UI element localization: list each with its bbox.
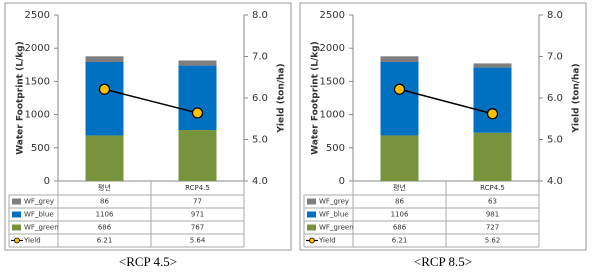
category-label: 평년 bbox=[98, 183, 111, 192]
bar-segment bbox=[178, 130, 217, 181]
table-value: 1106 bbox=[96, 211, 114, 219]
yield-marker bbox=[191, 107, 204, 119]
y-tick-label: 0 bbox=[44, 176, 50, 187]
legend-label: WF_blue bbox=[319, 211, 349, 219]
yield-line bbox=[104, 88, 198, 114]
table-value: 727 bbox=[486, 224, 499, 232]
y-tick-label: 1500 bbox=[320, 76, 345, 87]
chart-frame bbox=[4, 2, 292, 251]
y-tick-label: 2500 bbox=[25, 10, 50, 21]
y2-tick-label: 5.0 bbox=[252, 135, 268, 146]
y2-axis-label: Yield (ton/ha) bbox=[277, 63, 287, 133]
caption: <RCP 8.5> bbox=[414, 254, 472, 269]
table-value: 1106 bbox=[391, 211, 409, 219]
legend-marker bbox=[309, 237, 315, 244]
table-value: 77 bbox=[193, 198, 202, 206]
legend-marker bbox=[14, 237, 20, 244]
table-value: 5.64 bbox=[190, 237, 206, 245]
y-tick-label: 1500 bbox=[25, 76, 50, 87]
caption: <RCP 4.5> bbox=[119, 254, 177, 269]
legend-label: WF_grey bbox=[24, 198, 54, 206]
legend-swatch bbox=[12, 211, 21, 218]
category-label: 평년 bbox=[393, 183, 406, 192]
yield-marker bbox=[98, 83, 111, 95]
category-label: RCP4.5 bbox=[480, 184, 505, 192]
legend-swatch bbox=[12, 224, 21, 231]
table-value: 5.62 bbox=[485, 237, 501, 245]
y-tick-label: 2000 bbox=[25, 43, 50, 54]
table-value: 6.21 bbox=[97, 237, 113, 245]
table-value: 86 bbox=[395, 198, 404, 206]
yield-line bbox=[399, 88, 493, 115]
y2-tick-label: 8.0 bbox=[547, 10, 563, 21]
category-label: RCP4.5 bbox=[185, 184, 210, 192]
y-axis-label: Water Footprint (L/kg) bbox=[311, 41, 321, 155]
bar-segment bbox=[380, 135, 419, 181]
table-value: 981 bbox=[486, 211, 499, 219]
table-value: 971 bbox=[191, 211, 204, 219]
bar-segment bbox=[85, 56, 124, 63]
y-tick-label: 500 bbox=[326, 143, 345, 154]
bar-segment bbox=[380, 56, 419, 63]
bar-segment bbox=[178, 65, 217, 131]
y-tick-label: 1000 bbox=[320, 110, 345, 121]
table-value: 86 bbox=[100, 198, 109, 206]
legend-swatch bbox=[307, 224, 316, 231]
bar-segment bbox=[473, 63, 512, 68]
y-tick-label: 500 bbox=[31, 143, 50, 154]
legend-label: WF_grey bbox=[319, 198, 349, 206]
legend-swatch bbox=[12, 198, 21, 205]
y-tick-label: 1000 bbox=[25, 110, 50, 121]
table-value: 767 bbox=[191, 224, 204, 232]
bar-segment bbox=[178, 60, 217, 66]
y2-tick-label: 7.0 bbox=[252, 52, 268, 63]
table-value: 6.21 bbox=[392, 237, 408, 245]
legend-label: WF_green bbox=[24, 224, 59, 232]
legend-swatch bbox=[307, 198, 316, 205]
legend-label: Yield bbox=[318, 237, 336, 245]
y-tick-label: 0 bbox=[339, 176, 345, 187]
y2-tick-label: 4.0 bbox=[252, 176, 268, 187]
y2-tick-label: 6.0 bbox=[252, 93, 268, 104]
chart-frame bbox=[299, 2, 587, 251]
legend-swatch bbox=[307, 211, 316, 218]
y2-axis-label: Yield (ton/ha) bbox=[572, 63, 582, 133]
bar-segment bbox=[85, 135, 124, 181]
legend-label: WF_blue bbox=[24, 211, 54, 219]
table-value: 63 bbox=[488, 198, 497, 206]
bar-segment bbox=[85, 62, 124, 136]
y2-tick-label: 5.0 bbox=[547, 135, 563, 146]
y2-tick-label: 4.0 bbox=[547, 176, 563, 187]
y-axis-label: Water Footprint (L/kg) bbox=[16, 41, 26, 155]
y-tick-label: 2000 bbox=[320, 43, 345, 54]
table-value: 686 bbox=[98, 224, 112, 232]
bar-segment bbox=[473, 132, 512, 181]
bar-segment bbox=[380, 62, 419, 136]
legend-label: WF_green bbox=[319, 224, 354, 232]
y-tick-label: 2500 bbox=[320, 10, 345, 21]
yield-marker bbox=[393, 83, 406, 95]
yield-marker bbox=[486, 108, 499, 120]
legend-label: Yield bbox=[23, 237, 41, 245]
bar-segment bbox=[473, 67, 512, 133]
y2-tick-label: 6.0 bbox=[547, 93, 563, 104]
y2-tick-label: 7.0 bbox=[547, 52, 563, 63]
table-value: 686 bbox=[393, 224, 407, 232]
y2-tick-label: 8.0 bbox=[252, 10, 268, 21]
